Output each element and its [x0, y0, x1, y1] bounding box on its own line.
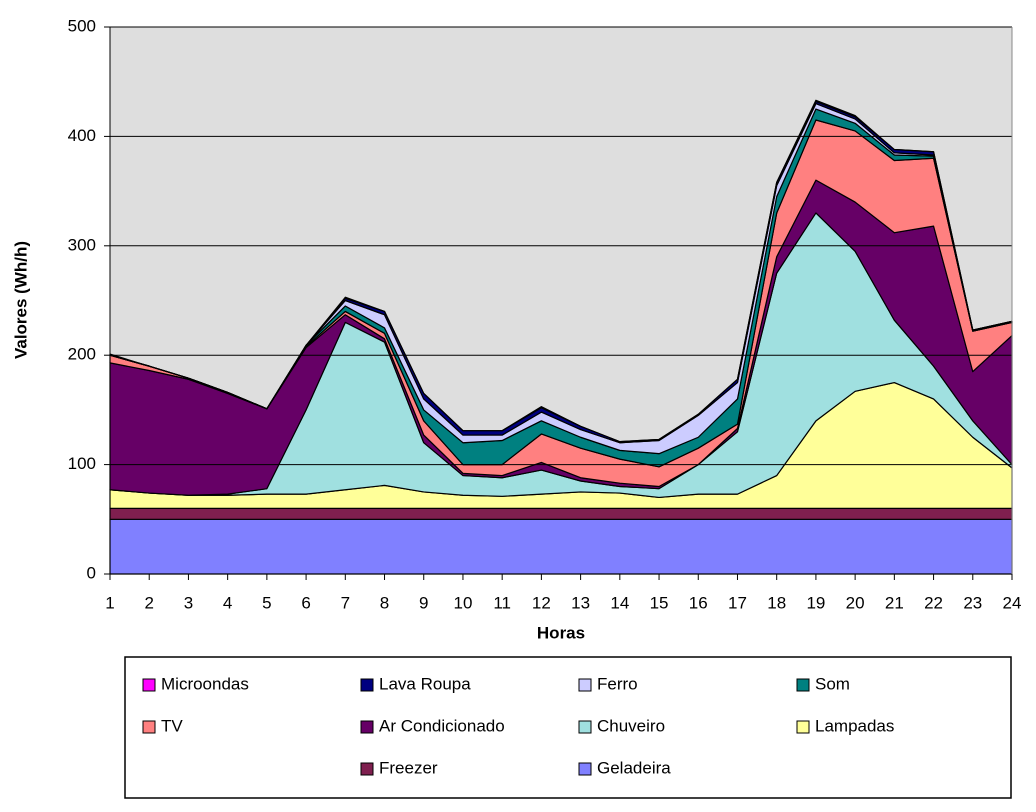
legend-swatch	[360, 720, 374, 734]
legend-label: Freezer	[379, 758, 438, 777]
legend-label: Geladeira	[597, 758, 671, 777]
legend-swatch	[360, 678, 374, 692]
x-tick-label: 4	[223, 593, 232, 612]
y-tick-label: 200	[68, 345, 96, 364]
area	[109, 99, 1013, 443]
legend-label: Som	[815, 674, 850, 693]
x-tick-label: 11	[493, 593, 511, 612]
x-axis-label: Horas	[537, 623, 585, 642]
y-tick-label: 500	[68, 16, 96, 35]
x-tick-label: 10	[453, 593, 472, 612]
x-tick-label: 16	[689, 593, 708, 612]
x-tick-label: 9	[419, 593, 428, 612]
y-tick-label: 0	[87, 563, 96, 582]
y-axis-label: Valores (Wh/h)	[11, 241, 30, 359]
x-tick-label: 20	[846, 593, 865, 612]
legend-label: TV	[161, 716, 183, 735]
legend-label: Lampadas	[815, 716, 894, 735]
legend-swatch	[578, 678, 592, 692]
legend-label: Microondas	[161, 674, 249, 693]
x-tick-label: 21	[885, 593, 904, 612]
legend-swatch	[796, 720, 810, 734]
x-tick-label: 23	[963, 593, 982, 612]
x-tick-label: 7	[341, 593, 350, 612]
x-tick-label: 19	[806, 593, 825, 612]
legend	[124, 656, 1012, 799]
x-tick-label: 1	[105, 593, 114, 612]
area	[109, 518, 1013, 575]
x-tick-label: 2	[144, 593, 153, 612]
x-tick-label: 3	[184, 593, 193, 612]
legend-label: Chuveiro	[597, 716, 665, 735]
legend-label: Ferro	[597, 674, 638, 693]
x-tick-label: 22	[924, 593, 943, 612]
x-tick-label: 17	[728, 593, 747, 612]
y-tick-label: 100	[68, 454, 96, 473]
legend-swatch	[796, 678, 810, 692]
legend-label: Ar Condicionado	[379, 716, 505, 735]
legend-swatch	[142, 678, 156, 692]
y-tick-label: 300	[68, 235, 96, 254]
legend-swatch	[142, 720, 156, 734]
x-tick-label: 13	[571, 593, 590, 612]
x-tick-label: 6	[301, 593, 310, 612]
y-tick-label: 400	[68, 126, 96, 145]
legend-swatch	[360, 762, 374, 776]
x-tick-label: 5	[262, 593, 271, 612]
legend-swatch	[578, 762, 592, 776]
legend-label: Lava Roupa	[379, 674, 471, 693]
x-tick-label: 18	[767, 593, 786, 612]
x-tick-label: 8	[380, 593, 389, 612]
legend-swatch	[578, 720, 592, 734]
area	[109, 507, 1013, 520]
x-tick-label: 15	[650, 593, 669, 612]
x-tick-label: 14	[610, 593, 629, 612]
x-tick-label: 24	[1003, 593, 1022, 612]
x-tick-label: 12	[532, 593, 551, 612]
